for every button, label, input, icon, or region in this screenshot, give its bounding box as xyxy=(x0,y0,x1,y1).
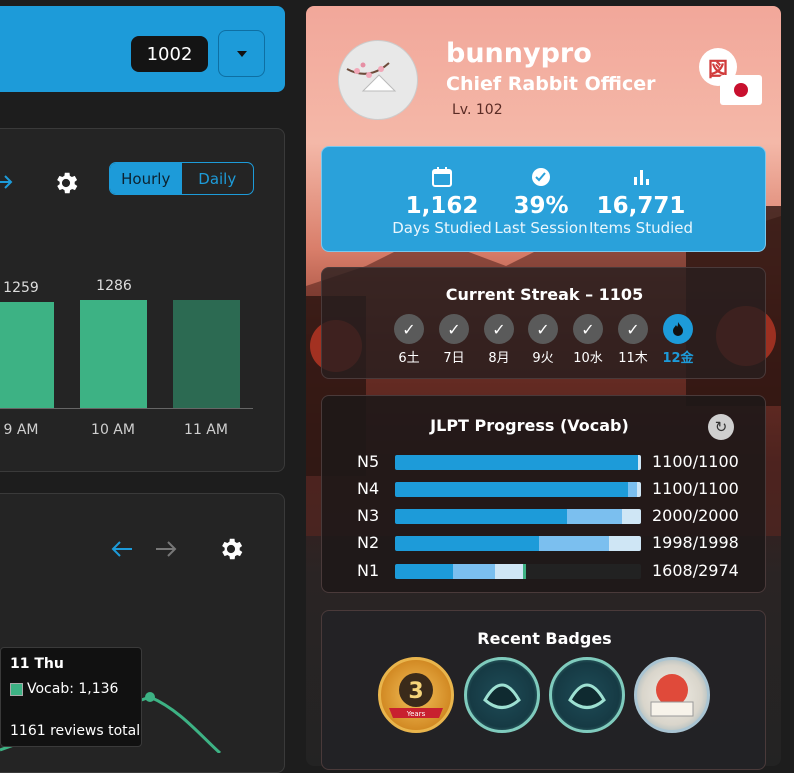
streak-day: ✓ 7日 xyxy=(434,314,474,366)
stat-value: 39% xyxy=(513,193,569,219)
flame-icon xyxy=(663,314,693,344)
caret-down-icon xyxy=(236,50,247,57)
streak-day-today: 12金 xyxy=(658,314,698,366)
chart-bar-10am[interactable] xyxy=(80,300,147,408)
progress-bar xyxy=(395,536,641,551)
recent-badges-card: Recent Badges 3 Years xyxy=(321,610,766,770)
chart-baseline xyxy=(0,408,253,409)
progress-bar xyxy=(395,455,641,470)
badge-years-text: Years xyxy=(406,710,426,718)
daily-toggle-button[interactable]: Daily xyxy=(198,169,237,188)
streak-card: Current Streak – 1105 ✓ 6土 ✓ 7日 ✓ 8月 ✓ 9火 ✓ 1… xyxy=(321,267,766,379)
streak-title: Current Streak – 1105 xyxy=(445,285,644,304)
bar-value-label: 1286 xyxy=(96,278,132,294)
anniversary-badge-art: 3 Years xyxy=(389,673,443,718)
spirit-badge[interactable] xyxy=(464,657,540,733)
chart-tooltip: 11 Thu Vocab: 1,136 1161 reviews total xyxy=(0,647,142,747)
hourly-daily-toggle: Hourly Daily xyxy=(109,162,254,195)
newspaper-badge-art xyxy=(650,674,694,717)
jlpt-level-name: N4 xyxy=(357,479,380,498)
jlpt-row-n3: N3 2000/2000 xyxy=(322,505,767,527)
count-pill: 1002 xyxy=(131,36,208,72)
anniversary-badge[interactable]: 3 Years xyxy=(378,657,454,733)
jlpt-level-value: 1608/2974 xyxy=(652,561,739,580)
jlpt-level-value: 1100/1100 xyxy=(652,479,739,498)
user-level: Lv. 102 xyxy=(452,102,503,118)
streak-day: ✓ 10水 xyxy=(568,314,608,366)
newspaper-badge[interactable] xyxy=(634,657,710,733)
refresh-icon[interactable]: ↻ xyxy=(708,414,734,440)
avatar[interactable] xyxy=(338,40,418,120)
chart-bar-11am[interactable] xyxy=(173,300,240,408)
avatar-image xyxy=(346,62,397,92)
x-axis-label: 10 AM xyxy=(91,422,135,438)
gear-icon[interactable] xyxy=(217,535,245,563)
badge-number: 3 xyxy=(408,679,423,704)
spirit-badge-art xyxy=(568,683,606,709)
arrow-right-icon[interactable] xyxy=(0,170,14,194)
streak-day: ✓ 8月 xyxy=(479,314,519,366)
progress-bar xyxy=(395,564,641,579)
arrow-right-icon[interactable] xyxy=(154,538,178,560)
jlpt-level-value: 1998/1998 xyxy=(652,533,739,552)
line-chart-series xyxy=(0,692,222,753)
check-icon: ✓ xyxy=(439,314,469,344)
hourly-toggle-button[interactable]: Hourly xyxy=(110,163,182,194)
progress-bar xyxy=(395,509,641,524)
top-bar: 1002 xyxy=(0,6,285,92)
x-axis-label: 11 AM xyxy=(184,422,228,438)
check-icon: ✓ xyxy=(573,314,603,344)
tooltip-total: 1161 reviews total xyxy=(10,723,141,739)
tooltip-date: 11 Thu xyxy=(10,656,64,672)
stat-label: Last Session xyxy=(494,219,588,237)
username: bunnypro xyxy=(446,38,592,69)
line-chart-point xyxy=(145,692,155,702)
jlpt-row-n5: N5 1100/1100 xyxy=(322,451,767,473)
jlpt-level-value: 2000/2000 xyxy=(652,506,739,525)
stat-value: 1,162 xyxy=(405,193,479,219)
spirit-badge[interactable] xyxy=(549,657,625,733)
check-icon: ✓ xyxy=(484,314,514,344)
streak-day: ✓ 11木 xyxy=(613,314,653,366)
jlpt-row-n2: N2 1998/1998 xyxy=(322,532,767,554)
streak-day: ✓ 9火 xyxy=(523,314,563,366)
gear-icon[interactable] xyxy=(52,169,80,197)
x-axis-label: 9 AM xyxy=(3,422,39,438)
check-icon: ✓ xyxy=(394,314,424,344)
stat-label: Days Studied xyxy=(392,219,492,237)
user-title: Chief Rabbit Officer xyxy=(446,73,656,95)
badges-title: Recent Badges xyxy=(477,629,612,648)
accuracy-icon xyxy=(532,168,550,186)
progress-bar xyxy=(395,482,641,497)
bar-value-label: 1259 xyxy=(3,280,39,296)
stat-label: Items Studied xyxy=(588,219,694,237)
streak-day: ✓ 6土 xyxy=(389,314,429,366)
check-icon: ✓ xyxy=(618,314,648,344)
jlpt-row-n4: N4 1100/1100 xyxy=(322,478,767,500)
dropdown-button[interactable] xyxy=(218,30,265,77)
tooltip-swatch xyxy=(10,683,23,696)
chart-bar-9am[interactable] xyxy=(0,302,54,408)
calendar-icon xyxy=(432,167,452,187)
jlpt-level-name: N2 xyxy=(357,533,380,552)
tooltip-series: Vocab: 1,136 xyxy=(27,681,119,697)
stat-value: 16,771 xyxy=(596,193,686,219)
arrow-left-icon[interactable] xyxy=(110,538,134,560)
bar-chart-icon xyxy=(634,170,649,185)
jlpt-level-name: N3 xyxy=(357,506,380,525)
japan-flag-icon xyxy=(720,75,762,105)
stats-card: 1,162 Days Studied 39% Last Session 16,7… xyxy=(321,146,766,252)
jlpt-level-name: N1 xyxy=(357,561,380,580)
jlpt-level-name: N5 xyxy=(357,452,380,471)
jlpt-level-value: 1100/1100 xyxy=(652,452,739,471)
check-icon: ✓ xyxy=(528,314,558,344)
jlpt-row-n1: N1 1608/2974 xyxy=(322,560,767,582)
spirit-badge-art xyxy=(483,683,521,709)
jlpt-title: JLPT Progress (Vocab) xyxy=(430,416,629,435)
jlpt-progress-card: JLPT Progress (Vocab) ↻ N5 1100/1100 N4 … xyxy=(321,395,766,593)
